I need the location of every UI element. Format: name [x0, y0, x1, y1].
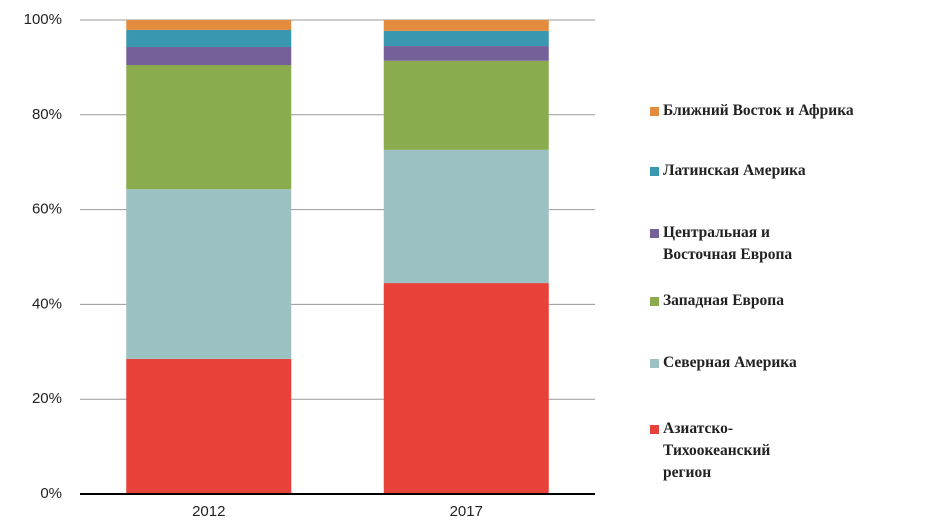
legend-item: Центральная и Восточная Европа	[650, 222, 792, 266]
legend-label: Ближний Восток и Африка	[663, 102, 854, 119]
legend-item: Северная Америка	[650, 352, 797, 374]
legend-item: Латинская Америка	[650, 160, 806, 182]
x-tick-label: 2017	[450, 503, 483, 520]
legend-label: Западная Европа	[663, 292, 784, 309]
legend-swatch	[650, 359, 659, 368]
bar-segment	[383, 30, 549, 47]
y-tick-label: 60%	[32, 201, 62, 218]
bar-segment	[383, 149, 549, 284]
y-tick-label: 80%	[32, 106, 62, 123]
legend-swatch	[650, 425, 659, 434]
bar-segment	[126, 189, 292, 359]
legend-swatch	[650, 167, 659, 176]
legend-label: Латинская Америка	[663, 162, 806, 179]
bar-segment	[126, 29, 292, 48]
bar-segment	[383, 20, 549, 31]
y-tick-label: 0%	[40, 485, 62, 502]
bar-segment	[126, 65, 292, 190]
legend-item: Ближний Восток и Африка	[650, 100, 854, 122]
y-tick-label: 20%	[32, 390, 62, 407]
bar-segment	[383, 60, 549, 150]
legend-item: Азиатско- Тихоокеанский регион	[650, 418, 770, 484]
y-tick-label: 40%	[32, 295, 62, 312]
bar-segment	[383, 46, 549, 61]
bar-segment	[126, 358, 292, 494]
legend-label: Азиатско- Тихоокеанский регион	[663, 420, 771, 481]
legend-label: Центральная и Восточная Европа	[663, 224, 793, 263]
y-tick-label: 100%	[24, 11, 62, 28]
legend-swatch	[650, 297, 659, 306]
bar-segment	[126, 20, 292, 30]
bar-segment	[383, 283, 549, 494]
legend-swatch	[650, 229, 659, 238]
legend-label: Северная Америка	[663, 354, 797, 371]
bar-segment	[126, 47, 292, 66]
legend-swatch	[650, 107, 659, 116]
legend-item: Западная Европа	[650, 290, 784, 312]
x-tick-label: 2012	[192, 503, 225, 520]
